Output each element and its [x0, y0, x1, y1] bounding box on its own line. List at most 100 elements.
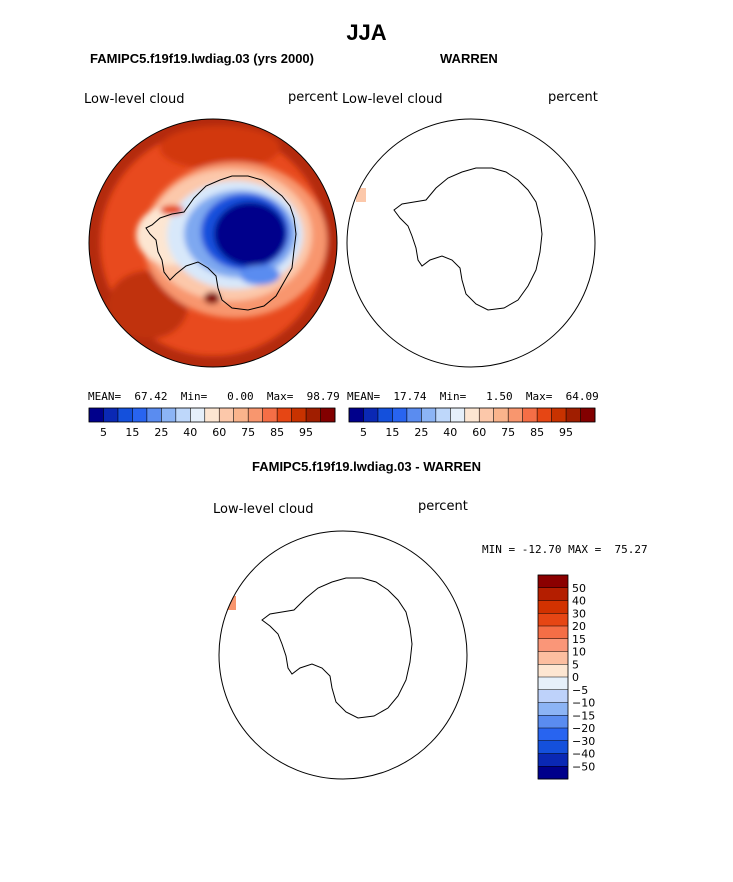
- panel3-colorbar-swatch-13: [538, 740, 568, 754]
- panel3-antarctica-outline: [261, 577, 413, 719]
- panel2-colorbar-swatch-2: [377, 408, 393, 422]
- panel2-colorbar: 5 15 25 40 60 75 85 95: [348, 407, 596, 439]
- panel3-colorbar-tick-0: 50: [572, 582, 586, 595]
- panel3-colorbar-swatch-15: [538, 766, 568, 780]
- panel1-mean-label: MEAN=: [88, 390, 122, 403]
- panel3-colorbar-tick-8: −5: [572, 684, 588, 697]
- panel3-colorbar-tick-10: −15: [572, 709, 595, 722]
- panel2-stats: MEAN= 17.74 Min= 1.50 Max= 64.09: [347, 390, 599, 403]
- panel1-colorbar-tick-0: 5: [100, 426, 107, 439]
- panel1-colorbar-swatch-6: [175, 408, 191, 422]
- panel3-min-value: -12.70: [521, 543, 562, 556]
- panel2-colorbar-swatch-1: [363, 408, 379, 422]
- panel3-colorbar-frame: [537, 574, 569, 780]
- panel3-colorbar-swatch-7: [538, 664, 568, 678]
- panel2-colorbar-tick-2: 25: [414, 426, 428, 439]
- panel2-colorbar-swatch-0: [349, 408, 364, 422]
- panel3-colorbar-tick-9: −10: [572, 697, 595, 710]
- panel2-colorbar-swatch-3: [392, 408, 408, 422]
- panel1-colorbar-tick-1: 15: [125, 426, 139, 439]
- panel1-colorbar-frame: [88, 407, 336, 423]
- panel3-colorbar-swatch-14: [538, 753, 568, 767]
- panel1-mean-value: 67.42: [134, 390, 168, 403]
- panel1-colorbar-swatch-3: [132, 408, 148, 422]
- panel1-colorbar-tick-2: 25: [154, 426, 168, 439]
- panel3-map: [218, 530, 468, 780]
- panel3-colorbar-swatch-8: [538, 677, 568, 691]
- panel1-colorbar-tick-5: 75: [241, 426, 255, 439]
- panel3-colorbar-swatch-11: [538, 715, 568, 729]
- panel2-colorbar-swatch-6: [435, 408, 451, 422]
- panel1-units-label: percent: [288, 90, 338, 105]
- panel2-colorbar-tick-1: 15: [385, 426, 399, 439]
- panel2-units-label: percent: [548, 90, 598, 105]
- panel3-colorbar-tick-12: −30: [572, 735, 595, 748]
- panel1-colorbar-tick-6: 85: [270, 426, 284, 439]
- panel3-peninsula-patch: [226, 596, 236, 610]
- panel1-min-value: 0.00: [227, 390, 254, 403]
- panel3-colorbar-tick-2: 30: [572, 607, 586, 620]
- panel1-colorbar-swatch-7: [190, 408, 206, 422]
- panel1-antarctica-outline: [145, 175, 297, 311]
- panel2-colorbar-tick-0: 5: [360, 426, 367, 439]
- panel1-colorbar-swatch-9: [219, 408, 235, 422]
- panel3-colorbar-tick-4: 15: [572, 633, 586, 646]
- panel1-colorbar-swatch-16: [320, 408, 336, 422]
- panel2-mean-value: 17.74: [393, 390, 427, 403]
- panel3-title: FAMIPC5.f19f19.lwdiag.03 - WARREN: [252, 459, 481, 474]
- panel1-colorbar-swatch-11: [248, 408, 263, 422]
- panel3-stats: MIN = -12.70 MAX = 75.27: [482, 543, 648, 556]
- panel2-colorbar-swatch-4: [406, 408, 422, 422]
- panel2-antarctica-outline: [393, 167, 543, 311]
- panel2-colorbar-swatch-7: [450, 408, 466, 422]
- panel1-colorbar-swatch-1: [103, 408, 119, 422]
- panel3-units-label: percent: [418, 499, 468, 514]
- panel3-colorbar-tick-13: −40: [572, 748, 595, 761]
- panel2-max-label: Max=: [525, 390, 553, 403]
- panel3-colorbar-swatch-4: [538, 626, 568, 640]
- panel2-colorbar-swatch-5: [421, 408, 437, 422]
- panel1-interior-min: [214, 202, 286, 266]
- panel3-colorbar-swatch-0: [538, 575, 568, 589]
- panel2-max-value: 64.09: [565, 390, 599, 403]
- panel2-mean-label: MEAN=: [347, 390, 381, 403]
- panel2-blank-field: [347, 119, 595, 367]
- panel2-colorbar-swatch-9: [479, 408, 495, 422]
- panel2-colorbar-swatch-13: [537, 408, 552, 422]
- panel2-colorbar-swatch-15: [566, 408, 581, 422]
- panel3-max-label: MAX =: [568, 543, 602, 556]
- panel3-colorbar-swatch-3: [538, 613, 568, 627]
- panel2-map: [346, 118, 596, 368]
- panel1-map: [88, 118, 338, 368]
- panel3-colorbar-swatch-6: [538, 651, 568, 665]
- panel2-colorbar-tick-6: 85: [530, 426, 544, 439]
- panel3-colorbar-swatch-2: [538, 600, 568, 614]
- panel1-colorbar-tick-7: 95: [299, 426, 313, 439]
- panel3-colorbar-tick-14: −50: [572, 760, 595, 773]
- panel1-max-label: Max=: [266, 390, 294, 403]
- panel2-min-label: Min=: [439, 390, 467, 403]
- panel1-stats: MEAN= 67.42 Min= 0.00 Max= 98.79: [88, 390, 340, 403]
- panel2-colorbar-swatch-10: [493, 408, 509, 422]
- panel3-colorbar-swatch-10: [538, 702, 568, 716]
- panel3-colorbar-swatch-1: [538, 587, 568, 601]
- panel1-colorbar-tick-4: 60: [212, 426, 226, 439]
- panel2-peninsula-patch: [356, 188, 366, 202]
- panel3-colorbar-swatch-12: [538, 728, 568, 742]
- panel1-colorbar-swatch-4: [146, 408, 162, 422]
- panel1-colorbar-swatch-14: [291, 408, 307, 422]
- panel2-colorbar-swatch-8: [464, 408, 480, 422]
- panel2-title: WARREN: [440, 51, 498, 66]
- panel1-colorbar-swatch-12: [262, 408, 278, 422]
- panel1-colorbar-swatch-2: [117, 408, 133, 422]
- panel2-colorbar-swatch-14: [551, 408, 567, 422]
- panel1-colorbar-swatch-0: [89, 408, 104, 422]
- panel1-ross-high-dot: [204, 292, 220, 304]
- panel3-max-value: 75.27: [614, 543, 648, 556]
- panel1-n-patch: [160, 126, 280, 170]
- panel1-colorbar-swatch-8: [204, 408, 220, 422]
- panel3-variable-label: Low-level cloud: [213, 502, 314, 517]
- panel3-min-label: MIN =: [482, 543, 516, 556]
- panel1-title: FAMIPC5.f19f19.lwdiag.03 (yrs 2000): [90, 51, 314, 66]
- panel2-colorbar-tick-5: 75: [501, 426, 515, 439]
